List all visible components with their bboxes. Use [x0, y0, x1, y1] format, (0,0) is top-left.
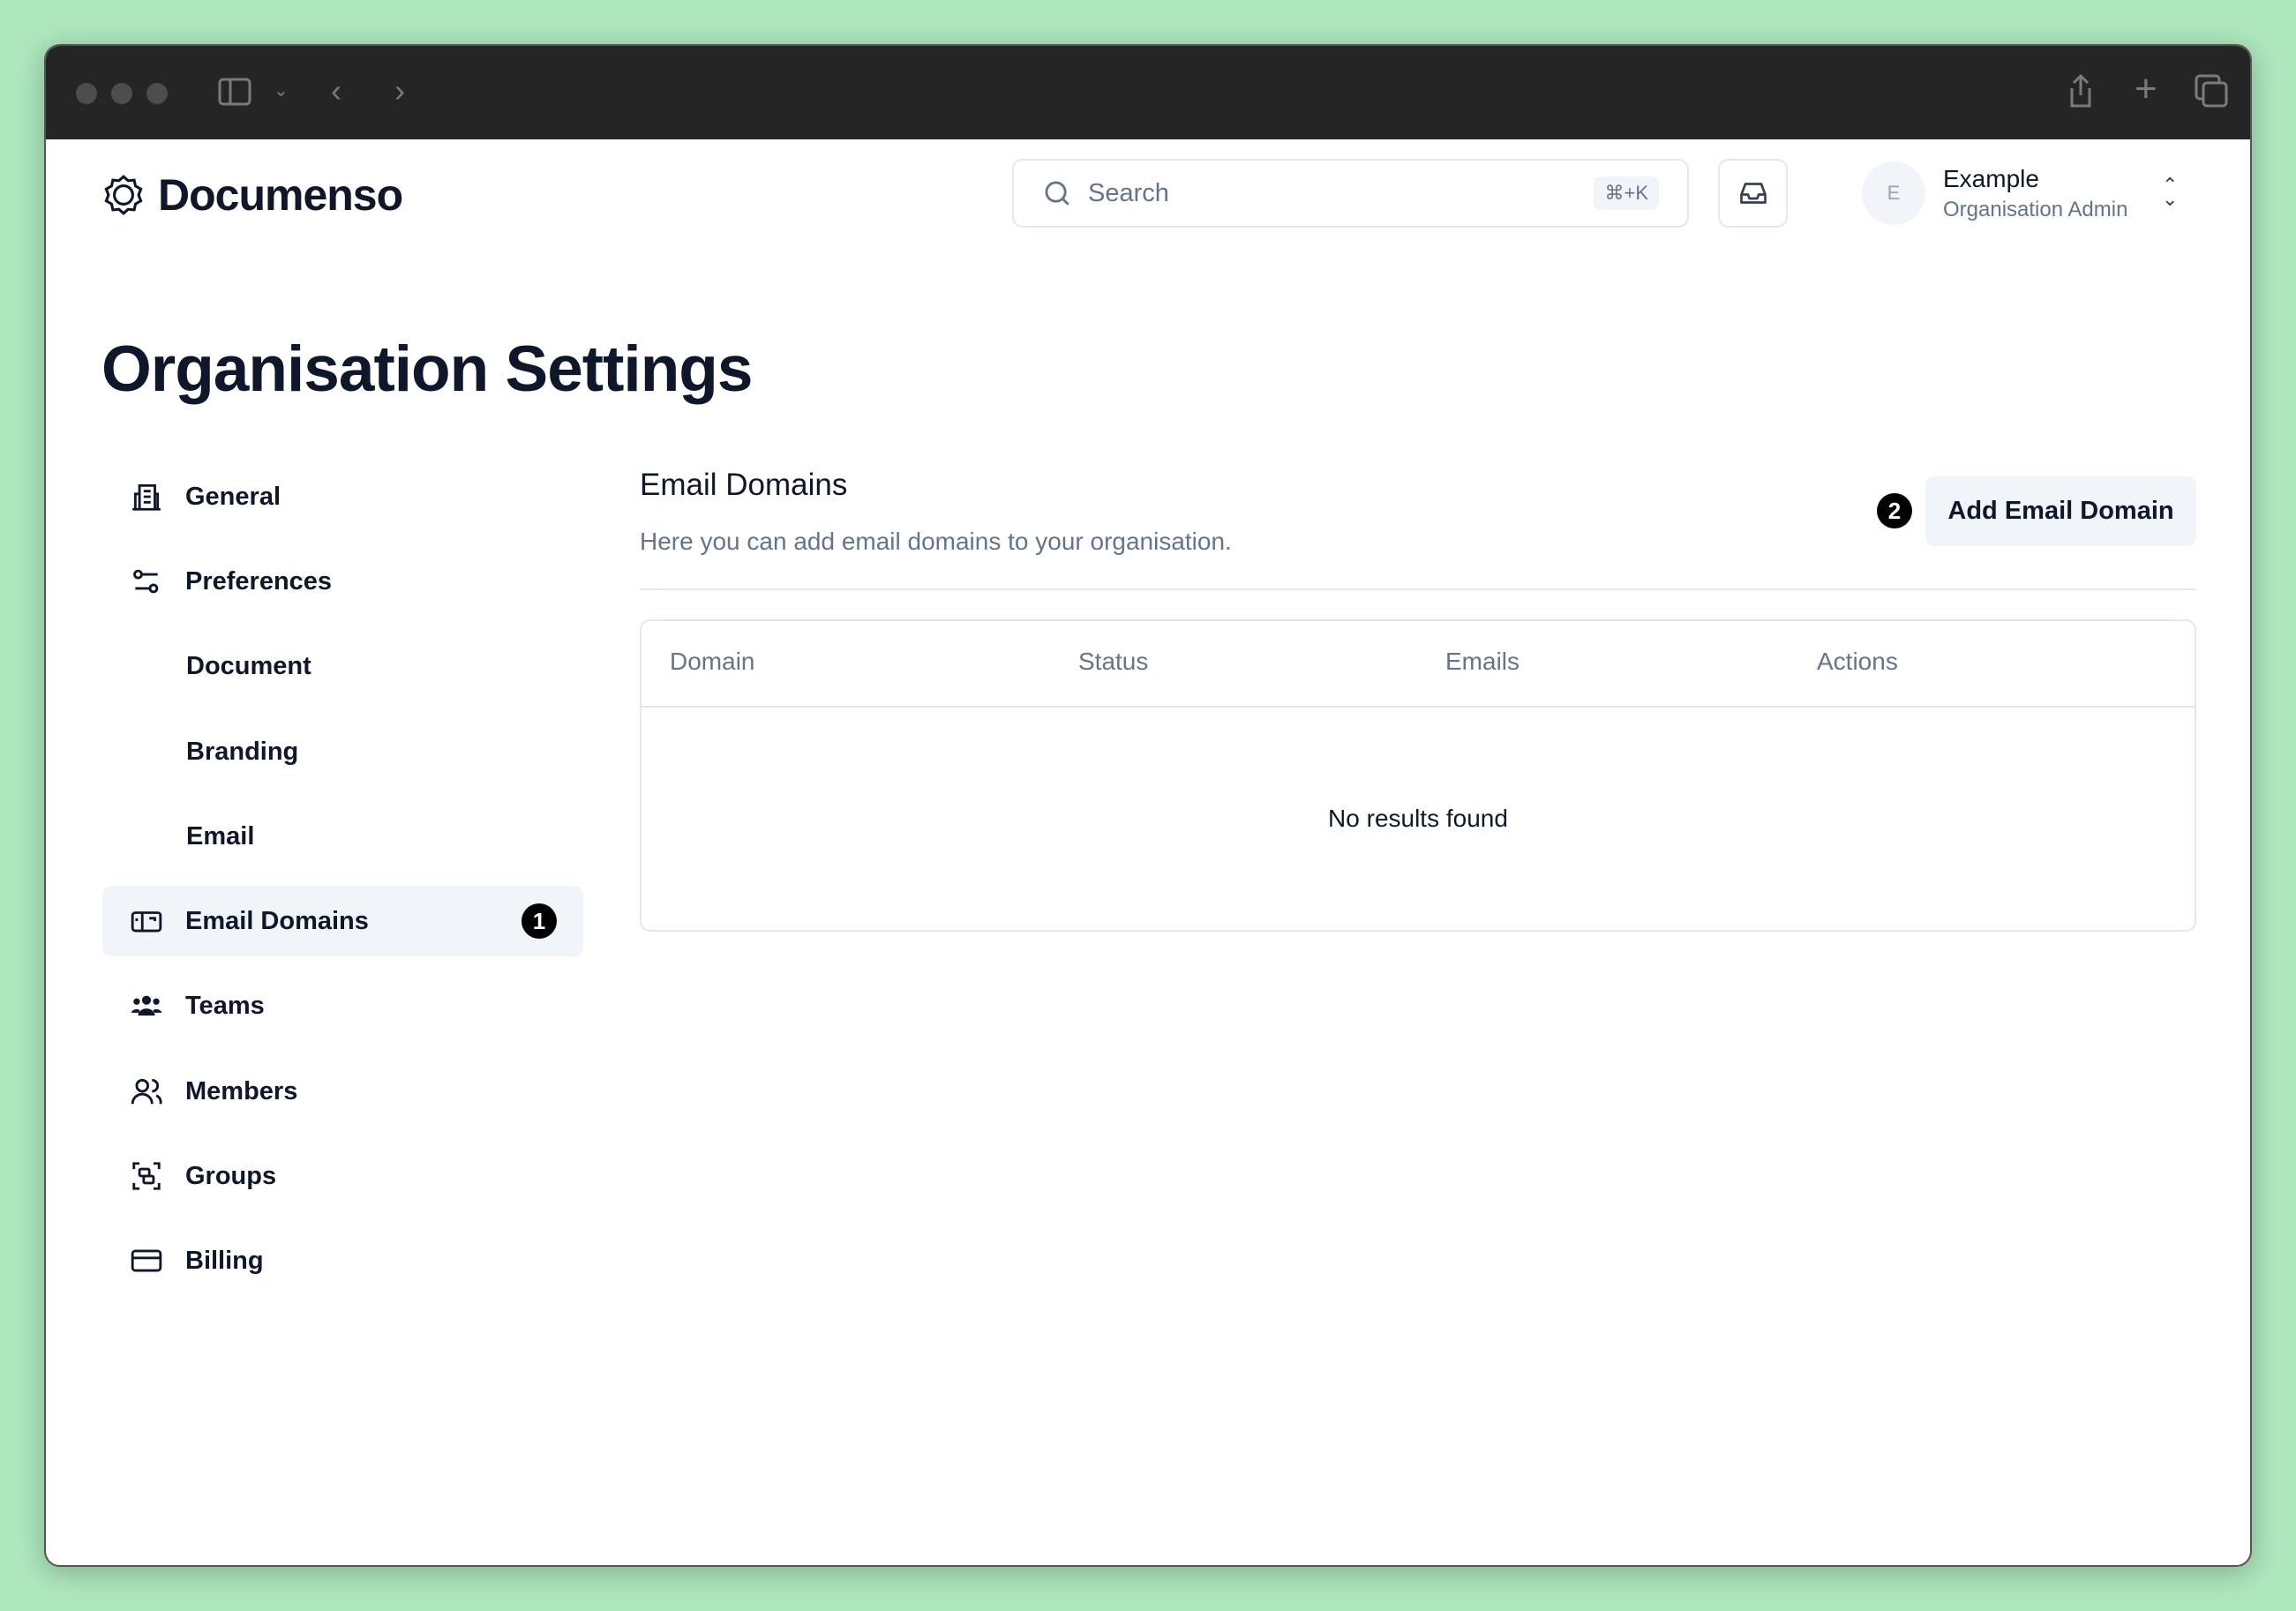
column-header-domain[interactable]: Domain	[670, 648, 755, 675]
brand-logo[interactable]: Documenso	[101, 169, 403, 221]
column-header-status[interactable]: Status	[1078, 648, 1149, 675]
sliders-icon	[133, 569, 159, 594]
mail-box-icon	[131, 911, 162, 933]
divider	[640, 588, 2196, 590]
empty-state-text: No results found	[1328, 805, 1508, 832]
column-header-emails[interactable]: Emails	[1445, 648, 1520, 675]
user-name[interactable]: Example	[1943, 165, 2039, 192]
inbox-icon	[1739, 183, 1767, 204]
header-divider	[642, 706, 2195, 708]
browser-window: ⌄ ‹ › + Documenso Search ⌘+K E Example O…	[44, 44, 2252, 1567]
sidebar-item-billing[interactable]: Billing	[102, 1225, 583, 1296]
search-icon	[1045, 181, 1069, 206]
user-role: Organisation Admin	[1943, 198, 2128, 221]
sidebar-item-general[interactable]: General	[102, 461, 583, 532]
chevron-down-icon[interactable]: ⌄	[274, 81, 289, 101]
sidebar-item-email[interactable]: Email	[186, 821, 255, 850]
brand-name: Documenso	[158, 170, 403, 220]
step-badge: 1	[521, 903, 557, 939]
sidebar-item-branding[interactable]: Branding	[186, 737, 299, 766]
sidebar-item-document[interactable]: Document	[186, 651, 311, 680]
building-icon	[132, 483, 161, 511]
browser-titlebar: ⌄ ‹ › +	[46, 46, 2250, 139]
tabs-overview-icon[interactable]	[2195, 74, 2230, 109]
credit-card-icon	[131, 1249, 162, 1272]
sidebar-item-preferences[interactable]: Preferences	[102, 546, 583, 617]
section-title: Email Domains	[640, 468, 848, 502]
close-window-button[interactable]	[76, 83, 97, 104]
search-shortcut: ⌘+K	[1594, 176, 1659, 210]
page-title: Organisation Settings	[101, 333, 753, 405]
search-placeholder: Search	[1088, 178, 1169, 207]
members-icon	[131, 1078, 162, 1105]
share-icon[interactable]	[2067, 72, 2095, 109]
sidebar-item-teams[interactable]: Teams	[102, 970, 583, 1041]
sidebar-toggle-icon[interactable]	[218, 78, 253, 106]
sidebar-item-groups[interactable]: Groups	[102, 1141, 583, 1211]
maximize-window-button[interactable]	[146, 83, 168, 104]
new-tab-icon[interactable]: +	[2135, 67, 2157, 110]
sidebar-item-email-domains[interactable]: Email Domains 1	[102, 886, 583, 956]
forward-icon[interactable]: ›	[394, 72, 405, 109]
back-icon[interactable]: ‹	[331, 72, 341, 109]
column-header-actions[interactable]: Actions	[1817, 648, 1898, 675]
add-email-domain-button[interactable]: Add Email Domain	[1925, 476, 2196, 546]
users-icon	[131, 995, 162, 1016]
step-badge: 2	[1877, 493, 1912, 528]
logo-icon	[104, 175, 143, 215]
section-description: Here you can add email domains to your o…	[640, 528, 1232, 555]
search-input[interactable]: Search ⌘+K	[1012, 159, 1689, 228]
email-domains-table: Domain Status Emails Actions No results …	[640, 619, 2196, 932]
minimize-window-button[interactable]	[111, 83, 132, 104]
groups-icon	[132, 1162, 161, 1190]
avatar[interactable]: E	[1862, 161, 1925, 225]
inbox-button[interactable]	[1718, 159, 1788, 228]
sidebar-item-members[interactable]: Members	[102, 1056, 583, 1127]
chevrons-up-down-icon[interactable]: ⌃ ⌄	[2162, 174, 2179, 210]
